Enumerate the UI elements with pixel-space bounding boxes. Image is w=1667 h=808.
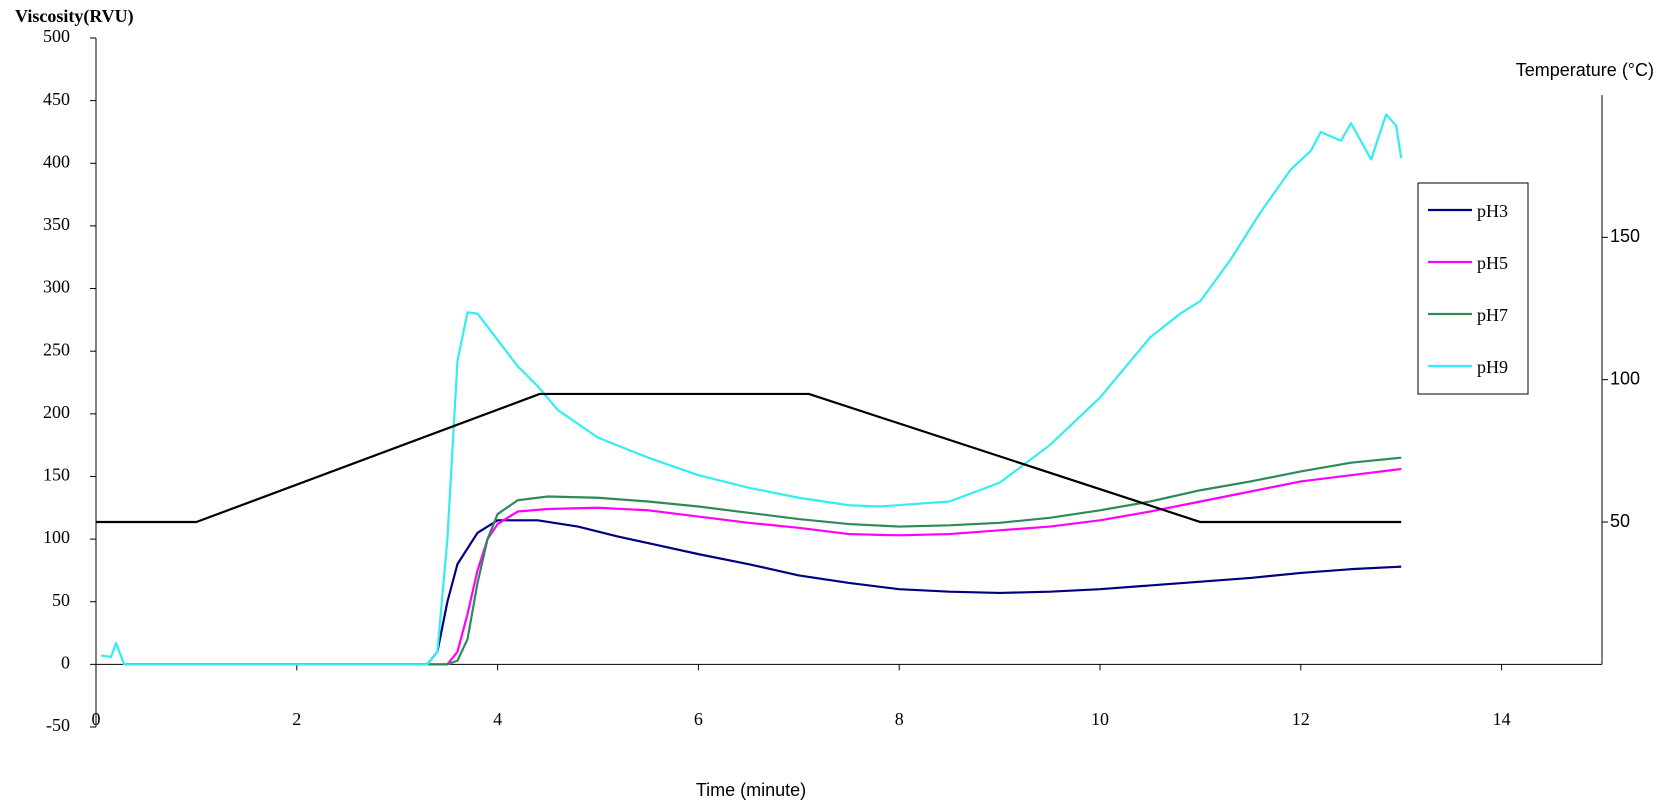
series-line (126, 458, 1401, 665)
series-line (126, 520, 1401, 664)
legend-label: pH7 (1477, 305, 1508, 325)
x-tick-label: 0 (92, 709, 101, 729)
y-tick-label: 450 (43, 89, 70, 109)
page: {"chart_data": { "type": "line", "y_labe… (0, 0, 1667, 808)
y-tick-label: 500 (43, 26, 70, 46)
series-line (96, 394, 1401, 522)
y-tick-label: 100 (43, 527, 70, 547)
x-tick-label: 4 (493, 709, 502, 729)
y2-tick-label: 150 (1610, 226, 1640, 246)
x-tick-label: 10 (1091, 709, 1109, 729)
y-tick-label: 0 (61, 652, 70, 672)
y-tick-label: -50 (46, 715, 70, 735)
y-tick-label: 200 (43, 402, 70, 422)
y-tick-label: 300 (43, 277, 70, 297)
legend-box (1418, 183, 1528, 394)
x-tick-label: 6 (694, 709, 703, 729)
y-tick-label: 150 (43, 465, 70, 485)
x-tick-label: 8 (895, 709, 904, 729)
y-tick-label: 50 (52, 590, 70, 610)
x-tick-label: 12 (1292, 709, 1310, 729)
y-axis-title: Viscosity(RVU) (15, 6, 134, 27)
x-tick-label: 14 (1493, 709, 1511, 729)
legend-label: pH5 (1477, 253, 1508, 273)
x-tick-label: 2 (292, 709, 301, 729)
legend-label: pH3 (1477, 201, 1508, 221)
legend-label: pH9 (1477, 357, 1508, 377)
y-tick-label: 250 (43, 339, 70, 359)
y-tick-label: 350 (43, 214, 70, 234)
x-axis-title: Time (minute) (696, 780, 806, 800)
chart: Viscosity(RVU) Temperature (°C) Time (mi… (0, 0, 1667, 808)
y2-tick-label: 50 (1610, 511, 1630, 531)
y2-axis-title: Temperature (°C) (1516, 60, 1654, 80)
y-tick-label: 400 (43, 151, 70, 171)
y2-tick-label: 100 (1610, 368, 1640, 388)
